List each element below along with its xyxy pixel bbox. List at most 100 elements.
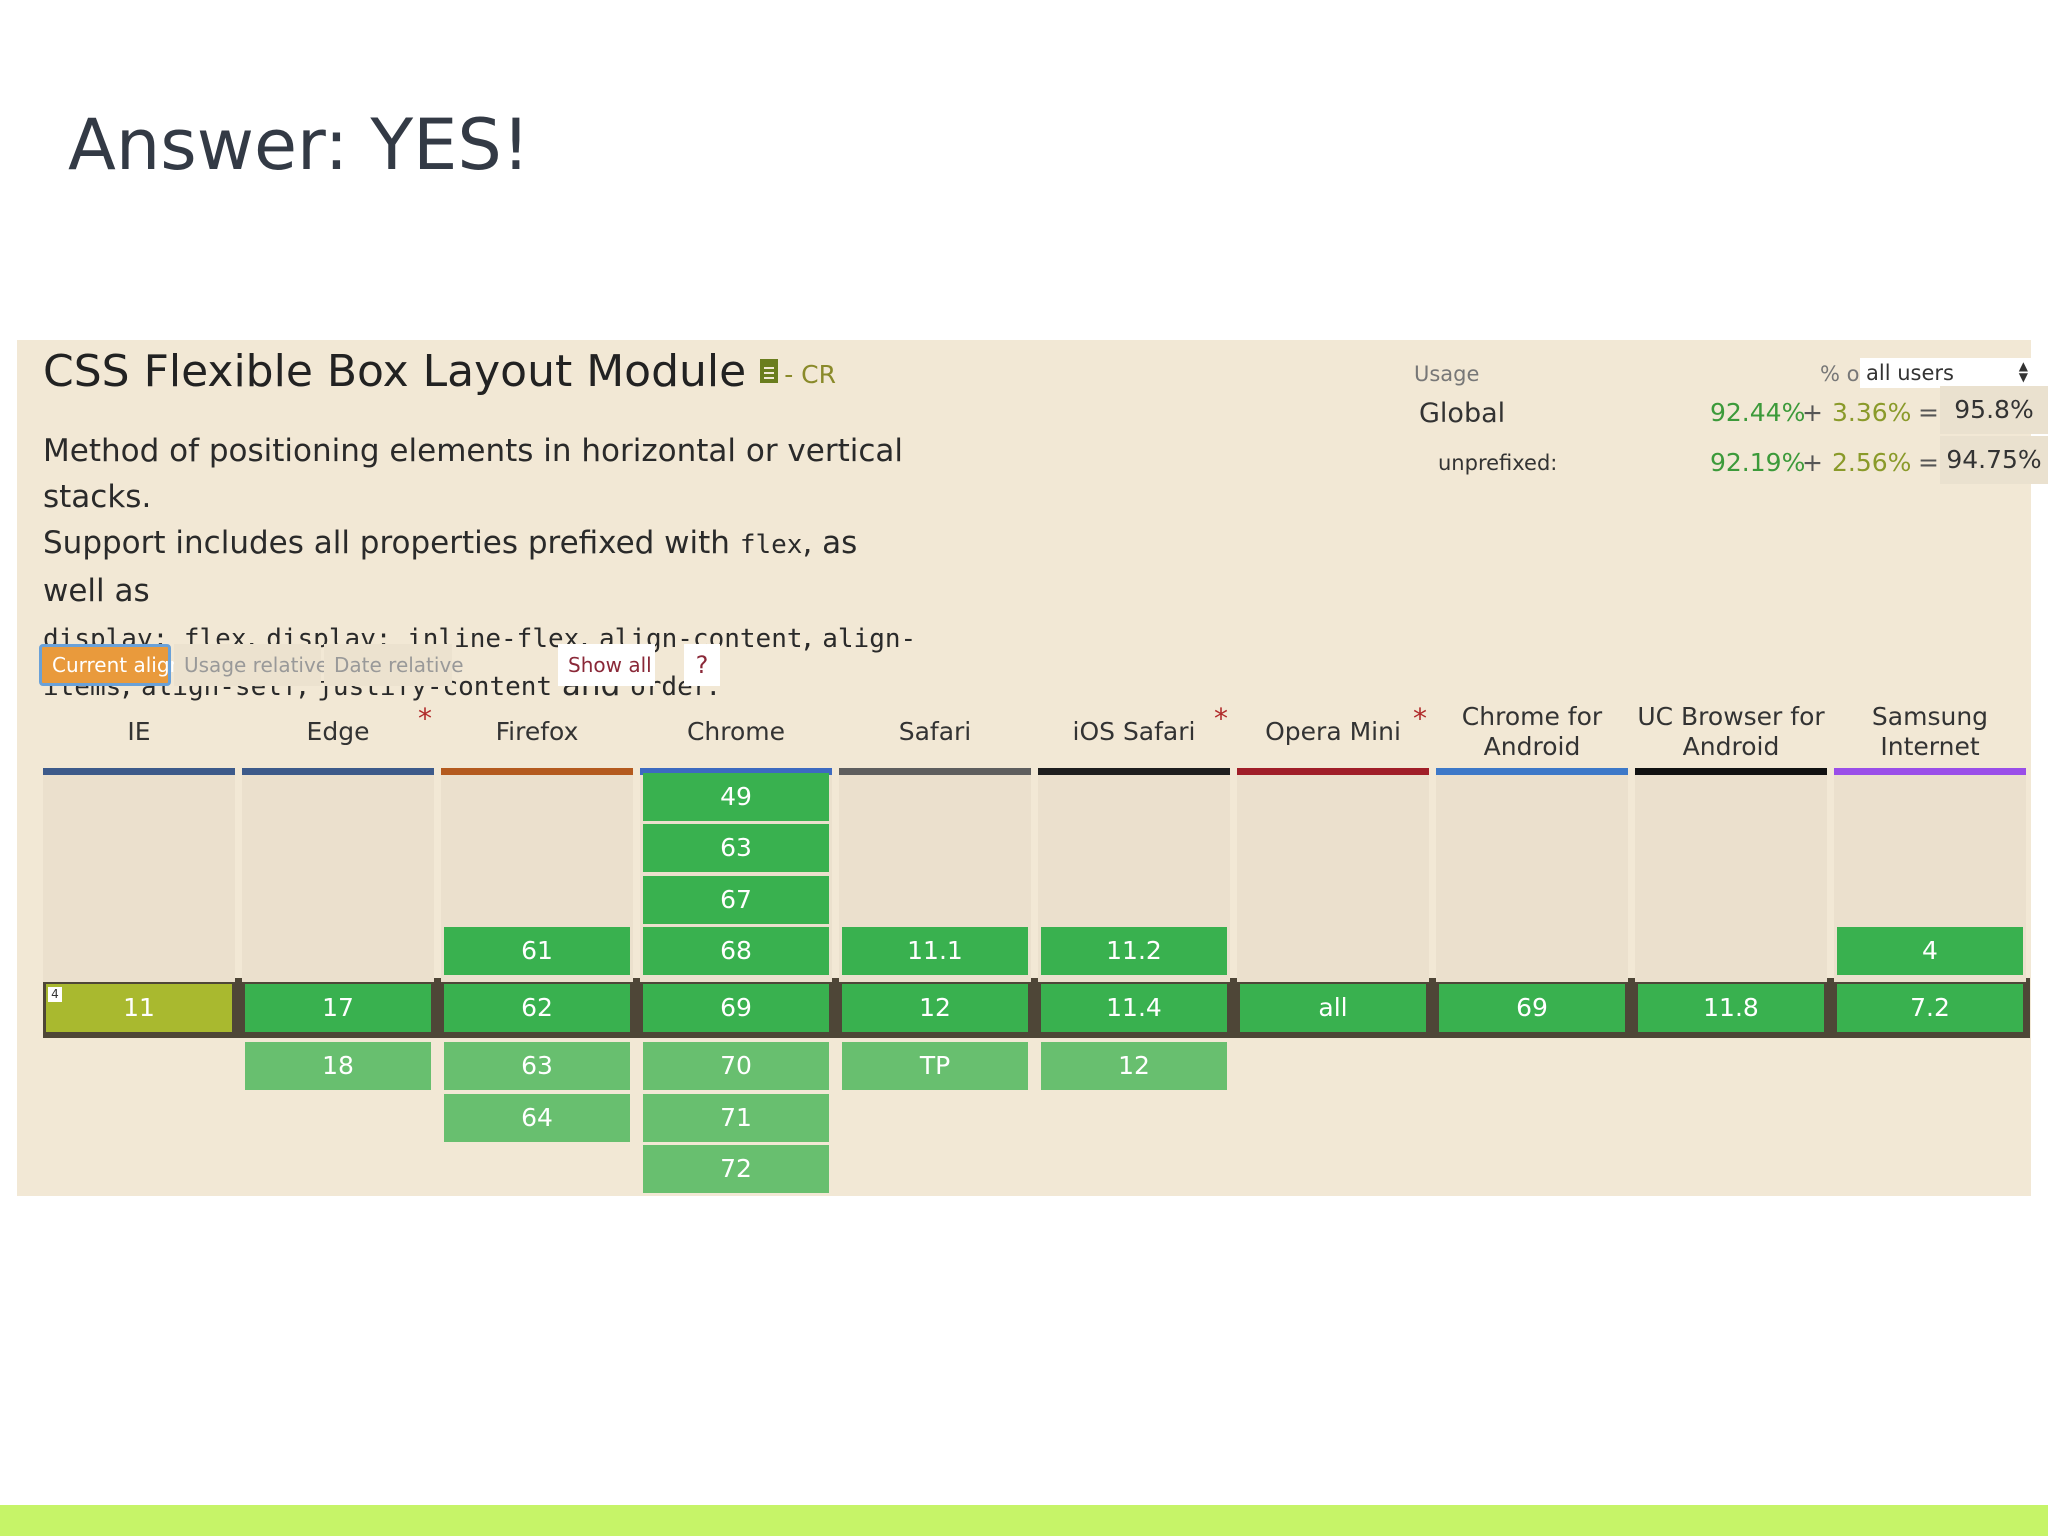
description-separator: , <box>802 619 823 655</box>
browser-column-firefox: Firefox 61 62 63 64 <box>441 700 633 1200</box>
usage-row-global: Global 92.44% + 3.36% = 95.8% <box>1396 386 2048 434</box>
browser-color-bar <box>1237 768 1429 775</box>
future-version-cell[interactable]: 63 <box>444 1042 630 1090</box>
select-arrows-icon: ▲ ▼ <box>2018 359 2028 384</box>
description-line-1: Method of positioning elements in horizo… <box>43 433 904 515</box>
note-asterisk[interactable]: * <box>1413 702 1427 735</box>
browser-column-chrome: Chrome 49 63 67 68 69 70 71 72 <box>640 700 832 1200</box>
caniuse-panel: CSS Flexible Box Layout Module - CR Metho… <box>17 340 2048 1196</box>
browser-column-safari: Safari 11.1 12 TP <box>839 700 1031 1200</box>
users-select-value: all users <box>1866 361 1954 385</box>
usage-plus: + <box>1802 448 1823 477</box>
past-versions-area <box>1237 775 1429 982</box>
browser-header-opera-mini: Opera Mini <box>1265 717 1401 746</box>
browser-color-bar <box>1635 768 1827 775</box>
version-cell[interactable]: 61 <box>444 927 630 975</box>
browser-color-bar <box>242 768 434 775</box>
feature-title-text: CSS Flexible Box Layout Module <box>43 346 747 397</box>
note-asterisk[interactable]: * <box>418 702 432 735</box>
future-version-cell[interactable]: 18 <box>245 1042 431 1090</box>
code-flex: flex <box>739 530 803 560</box>
note-number-badge[interactable]: 4 <box>48 987 62 1002</box>
spec-document-icon[interactable] <box>760 359 779 383</box>
note-asterisk[interactable]: * <box>1214 702 1228 735</box>
browser-color-bar <box>43 768 235 775</box>
browser-column-opera-mini: Opera Mini * all <box>1237 700 1429 1200</box>
usage-equals: = <box>1918 398 1939 427</box>
past-versions-area <box>242 775 434 982</box>
browser-header-firefox: Firefox <box>495 717 579 746</box>
current-version-cell[interactable]: 11 4 <box>46 984 232 1032</box>
past-versions-area <box>43 775 235 982</box>
version-cell[interactable]: 68 <box>643 927 829 975</box>
future-version-cell[interactable]: 70 <box>643 1042 829 1090</box>
browser-column-uc-browser-for-android: UC Browser for Android 11.8 <box>1635 700 1827 1200</box>
browser-header-ios-safari: iOS Safari <box>1072 717 1196 746</box>
usage-unprefixed-partial: 2.56% <box>1832 448 1912 477</box>
browser-color-bar <box>1834 768 2026 775</box>
description-separator: , <box>246 619 267 655</box>
version-cell[interactable]: 11.1 <box>842 927 1028 975</box>
usage-row-unprefixed: unprefixed: 92.19% + 2.56% = 94.75% <box>1396 436 2048 484</box>
spec-status-link[interactable]: - CR <box>784 359 837 389</box>
current-version-cell[interactable]: 62 <box>444 984 630 1032</box>
description-text: Support includes all properties prefixed… <box>43 525 740 561</box>
version-cell[interactable]: 67 <box>643 876 829 924</box>
date-relative-button[interactable]: Date relative <box>324 644 464 686</box>
usage-global-total: 95.8% <box>1940 386 2048 434</box>
usage-global-partial: 3.36% <box>1832 398 1912 427</box>
usage-global-full: 92.44% <box>1710 398 1806 427</box>
current-version-cell[interactable]: 11.4 <box>1041 984 1227 1032</box>
version-cell[interactable]: 11.2 <box>1041 927 1227 975</box>
usage-relative-button[interactable]: Usage relative <box>174 644 328 686</box>
current-version-cell[interactable]: 7.2 <box>1837 984 2023 1032</box>
current-aligned-button[interactable]: Current aligned <box>39 644 207 686</box>
usage-equals: = <box>1918 448 1939 477</box>
code-align-items: align- <box>822 624 917 654</box>
slide-footer-bar <box>0 1505 2048 1536</box>
current-version-cell[interactable]: 12 <box>842 984 1028 1032</box>
browser-color-bar <box>441 768 633 775</box>
version-cell[interactable]: 49 <box>643 773 829 821</box>
browser-header-samsung-internet: Samsung Internet <box>1871 702 1989 761</box>
pct-of-label: % of <box>1820 362 1867 386</box>
version-cell[interactable]: 4 <box>1837 927 2023 975</box>
browser-column-ios-safari: iOS Safari * 11.2 11.4 12 <box>1038 700 1230 1200</box>
browser-column-edge: Edge * 17 18 <box>242 700 434 1200</box>
current-version-cell[interactable]: 69 <box>1439 984 1625 1032</box>
future-version-cell[interactable]: 72 <box>643 1145 829 1193</box>
browser-header-chrome: Chrome <box>686 717 786 746</box>
version-cell[interactable]: 63 <box>643 824 829 872</box>
usage-plus: + <box>1802 398 1823 427</box>
past-versions-area <box>1635 775 1827 982</box>
description-separator: , <box>579 619 600 655</box>
usage-unprefixed-label: unprefixed: <box>1438 451 1558 475</box>
current-version-cell[interactable]: 11.8 <box>1638 984 1824 1032</box>
show-all-button[interactable]: Show all <box>558 644 655 686</box>
browser-color-bar <box>1436 768 1628 775</box>
usage-label: Usage <box>1414 362 1480 386</box>
browser-color-bar <box>839 768 1031 775</box>
slide-title: Answer: YES! <box>68 104 530 186</box>
browser-color-bar <box>1038 768 1230 775</box>
feature-title: CSS Flexible Box Layout Module - CR <box>43 346 836 397</box>
current-version-cell[interactable]: 69 <box>643 984 829 1032</box>
future-version-cell[interactable]: 12 <box>1041 1042 1227 1090</box>
browser-header-chrome-for-android: Chrome for Android <box>1461 702 1603 761</box>
past-versions-area <box>1436 775 1628 982</box>
current-version-cell[interactable]: all <box>1240 984 1426 1032</box>
help-button[interactable]: ? <box>684 644 720 686</box>
future-version-cell[interactable]: TP <box>842 1042 1028 1090</box>
browser-column-chrome-for-android: Chrome for Android 69 <box>1436 700 1628 1200</box>
current-version-cell[interactable]: 17 <box>245 984 431 1032</box>
browser-header-safari: Safari <box>898 717 972 746</box>
future-version-cell[interactable]: 64 <box>444 1094 630 1142</box>
browser-column-ie: IE 11 4 <box>43 700 235 1200</box>
browser-color-bar <box>640 768 832 775</box>
browser-column-samsung-internet: Samsung Internet 4 7.2 <box>1834 700 2026 1200</box>
browser-header-uc-browser-for-android: UC Browser for Android <box>1637 702 1825 761</box>
usage-panel: Usage % of all users ▲ ▼ Global 92.44% + … <box>1396 354 2048 494</box>
future-version-cell[interactable]: 71 <box>643 1094 829 1142</box>
users-select[interactable]: all users ▲ ▼ <box>1860 358 2032 388</box>
browser-header-edge: Edge <box>306 717 370 746</box>
